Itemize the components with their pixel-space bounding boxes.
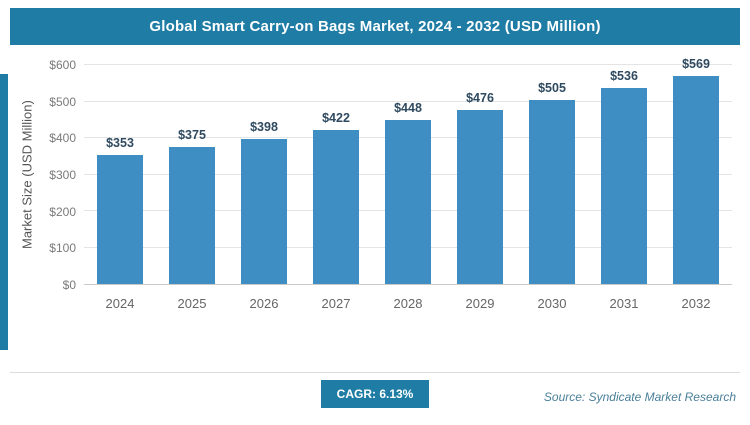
bar-value-label: $353 (106, 136, 134, 151)
x-axis-label: 2032 (681, 296, 711, 311)
x-axis-label: 2030 (537, 296, 567, 311)
y-axis-tick-label: $400 (49, 131, 76, 146)
source-text: Source: Syndicate Market Research (543, 390, 736, 404)
bar-column: $505 2030 (529, 65, 575, 311)
bar-column: $375 2025 (169, 65, 215, 311)
x-axis-label: 2024 (105, 296, 135, 311)
cagr-label: CAGR: 6.13% (336, 387, 414, 401)
bar (601, 88, 647, 284)
x-axis-label: 2027 (321, 296, 351, 311)
x-axis-label: 2026 (249, 296, 279, 311)
bar (673, 76, 719, 284)
bar (97, 155, 143, 284)
bar-column: $353 2024 (97, 65, 143, 311)
cagr-badge: CAGR: 6.13% (320, 380, 430, 408)
bar-column: $398 2026 (241, 65, 287, 311)
bar-column: $422 2027 (313, 65, 359, 311)
chart-title: Global Smart Carry-on Bags Market, 2024 … (149, 18, 601, 35)
y-axis-tick-label: $0 (62, 278, 76, 292)
bar-value-label: $375 (178, 128, 206, 143)
bar (385, 120, 431, 284)
bar-value-label: $398 (250, 119, 278, 134)
bar-column: $476 2029 (457, 65, 503, 311)
chart: Market Size (USD Million) $0 $100 $200 $300… (16, 57, 732, 311)
bar (313, 129, 359, 284)
bar-value-label: $536 (610, 69, 638, 84)
y-axis-tick-label: $300 (49, 168, 76, 182)
y-axis-tick-label: $600 (49, 58, 76, 72)
page: Global Smart Carry-on Bags Market, 2024 … (0, 8, 750, 425)
plot-area: $353 2024 $375 2025 $398 2026 $422 2027 $448 2028… (84, 57, 732, 311)
bar (529, 99, 575, 284)
bar-value-label: $422 (322, 110, 350, 125)
bar-column: $569 2032 (673, 57, 719, 311)
y-axis-title: Market Size (USD Million) (19, 100, 35, 250)
bar (241, 138, 287, 284)
bar-value-label: $476 (466, 91, 494, 106)
y-axis-tick-label: $100 (49, 241, 76, 256)
footer-divider (10, 372, 740, 373)
x-axis-label: 2031 (609, 296, 639, 311)
x-axis-label: 2028 (393, 296, 423, 311)
y-axis-tick-label: $200 (49, 204, 76, 219)
bar (457, 110, 503, 284)
gridline (84, 100, 732, 102)
x-axis-label: 2029 (465, 296, 495, 311)
y-axis-tick-label: $500 (49, 94, 76, 109)
chart-title-banner: Global Smart Carry-on Bags Market, 2024 … (10, 8, 740, 45)
bar-value-label: $448 (394, 101, 422, 116)
footer: CAGR: 6.13% Source: Syndicate Market Res… (0, 378, 750, 418)
bar (169, 147, 215, 284)
bar-value-label: $569 (682, 57, 710, 72)
gridline (84, 64, 732, 65)
left-accent-bar (0, 74, 8, 350)
y-axis-labels: $0 $100 $200 $300 $400 $500 $600 (38, 58, 84, 292)
x-axis-label: 2025 (177, 296, 207, 311)
bar-value-label: $505 (538, 80, 566, 95)
bar-column: $448 2028 (385, 65, 431, 311)
bar-column: $536 2031 (601, 65, 647, 311)
